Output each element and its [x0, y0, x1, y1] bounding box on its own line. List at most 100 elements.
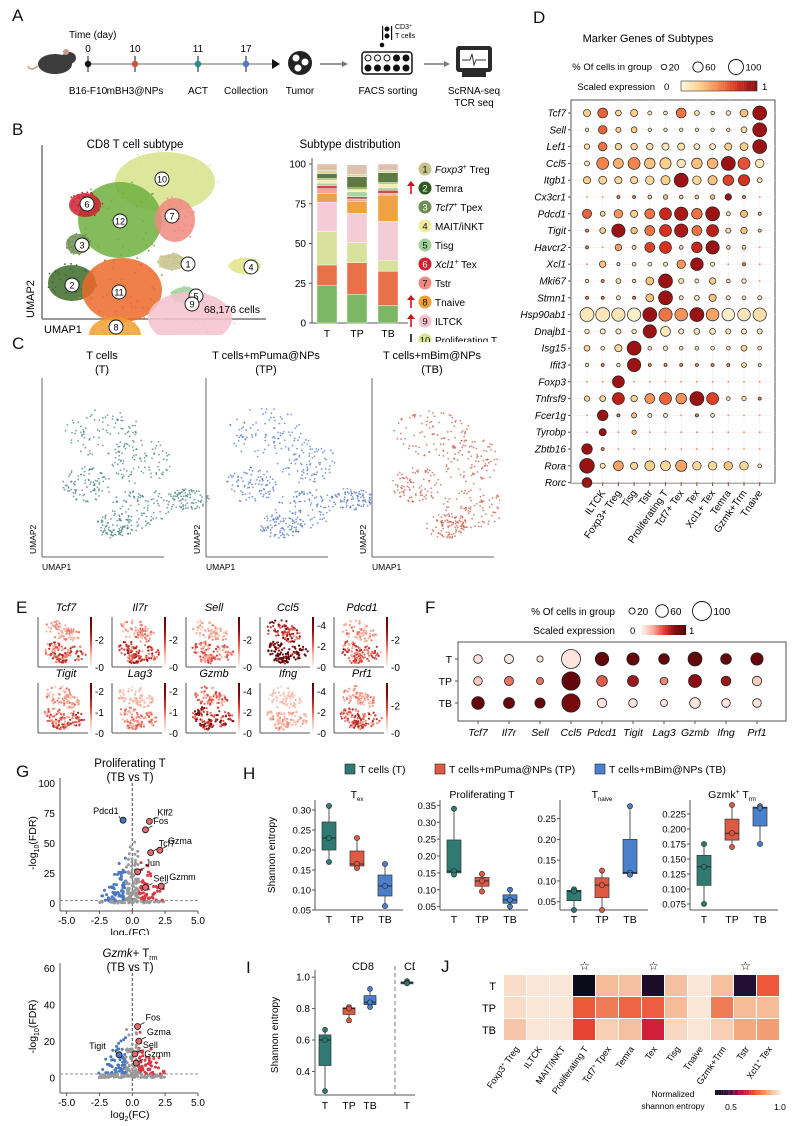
- c-cell-point: [322, 506, 325, 509]
- e-cell-point: [350, 696, 353, 699]
- c-cell-point: [396, 485, 399, 488]
- c-cell-point: [88, 449, 91, 452]
- c-cell-point: [460, 422, 463, 425]
- e-cell-point: [280, 722, 284, 725]
- e-cell-point: [295, 710, 298, 714]
- c-cell-point: [148, 523, 151, 526]
- c-cell-point: [121, 452, 123, 455]
- e-cell-point: [132, 646, 135, 649]
- e-cell-point: [375, 645, 378, 648]
- c-cell-point: [459, 474, 462, 476]
- c-cell-point: [295, 425, 298, 428]
- e-colorbar-step: [90, 695, 92, 699]
- cell-point: [87, 214, 90, 216]
- c-cell-point: [117, 432, 120, 435]
- e-cell-point: [203, 690, 206, 693]
- e-cell-point: [128, 702, 131, 705]
- c-cell-point: [273, 419, 276, 422]
- e-cell-point: [221, 638, 225, 641]
- c-cell-point: [428, 410, 431, 413]
- e-cell-point: [53, 649, 57, 653]
- c-cell-point: [83, 436, 86, 439]
- bar-segment-TP-5: [346, 191, 368, 197]
- e-cell-point: [134, 699, 137, 702]
- c-cell-point: [123, 525, 126, 527]
- e-cell-point: [348, 649, 351, 652]
- e-cell-point: [136, 703, 139, 707]
- c-cell-point: [325, 520, 328, 523]
- c-cell-point: [262, 528, 265, 530]
- e-colorbar-tick: -1: [169, 708, 178, 719]
- c-cell-point: [110, 533, 112, 536]
- e-gene-title-Sell: Sell: [205, 602, 224, 614]
- d-dot-Ifit3-4: [647, 363, 652, 367]
- c-cell-point: [454, 528, 457, 531]
- c-cell-point: [459, 442, 462, 444]
- e-cell-point: [209, 653, 212, 656]
- c-cell-point: [269, 490, 271, 493]
- e-colorbar-step: [386, 662, 388, 665]
- c-cell-point: [268, 481, 271, 484]
- d-dot-Dnajb1-5: [660, 326, 671, 337]
- c-cell-point: [180, 502, 183, 505]
- e-cell-point: [274, 657, 278, 660]
- c-cell-point: [192, 489, 195, 492]
- d-dot-Cx3cr1-7: [694, 194, 700, 200]
- e-cell-point: [52, 702, 55, 705]
- c-cell-point: [420, 422, 423, 425]
- cell-point: [165, 261, 168, 264]
- cell-point: [107, 207, 110, 210]
- c-cell-point: [235, 445, 238, 447]
- c-cell-point: [144, 499, 147, 502]
- e-colorbar-step: [164, 637, 166, 640]
- c-cell-point: [207, 494, 209, 497]
- cell-point: [54, 269, 57, 272]
- e-cell-point: [278, 653, 281, 656]
- cell-point: [195, 168, 197, 171]
- cell-point: [57, 271, 60, 274]
- e-cell-point: [359, 699, 362, 703]
- c-cell-point: [77, 440, 79, 442]
- e-colorbar-step: [238, 662, 240, 665]
- e-colorbar-step: [386, 728, 388, 731]
- cell-point: [165, 236, 167, 239]
- e-cell-point: [57, 702, 60, 705]
- d-dot-Dnajb1-6: [678, 328, 685, 335]
- cell-point: [168, 199, 171, 202]
- cell-point: [97, 209, 100, 212]
- c-cell-point: [310, 501, 313, 504]
- c-cell-point: [461, 430, 464, 432]
- e-cell-point: [77, 631, 81, 634]
- c-cell-point: [480, 476, 482, 479]
- e-cell-point: [52, 693, 55, 696]
- e-colorbar-step: [312, 720, 314, 724]
- e-cell-point: [267, 649, 270, 653]
- c-cell-point: [295, 528, 297, 531]
- cell-point: [178, 228, 181, 231]
- d-dot-Sell-5: [663, 127, 668, 132]
- cell-point: [123, 324, 126, 326]
- e-colorbar-step: [312, 617, 314, 620]
- e-cell-point: [298, 648, 301, 651]
- c-cell-point: [84, 427, 87, 430]
- e-cell-point: [364, 626, 367, 629]
- d-dot-Fcer1g-7: [695, 413, 699, 418]
- c-cell-point: [294, 427, 297, 430]
- e-cell-point: [355, 720, 358, 723]
- e-cell-point: [135, 725, 139, 728]
- e-cell-point: [292, 635, 295, 638]
- c-cell-point: [264, 526, 267, 529]
- c-cell-point: [432, 412, 434, 414]
- d-colorbar-step: [686, 81, 689, 91]
- c-cell-point: [477, 525, 480, 528]
- c-cell-point: [313, 497, 316, 499]
- e-cell-point: [44, 648, 47, 651]
- d-dot-Zbtb16-5: [664, 448, 667, 450]
- d-dot-Rora-6: [675, 459, 688, 472]
- e-cell-point: [351, 644, 354, 648]
- d-dot-Pdcd1-10: [740, 209, 748, 218]
- e-cell-point: [194, 643, 198, 646]
- d-dot-Zbtb16-1: [600, 447, 605, 451]
- c-cell-point: [119, 460, 122, 463]
- c-cell-point: [182, 495, 185, 498]
